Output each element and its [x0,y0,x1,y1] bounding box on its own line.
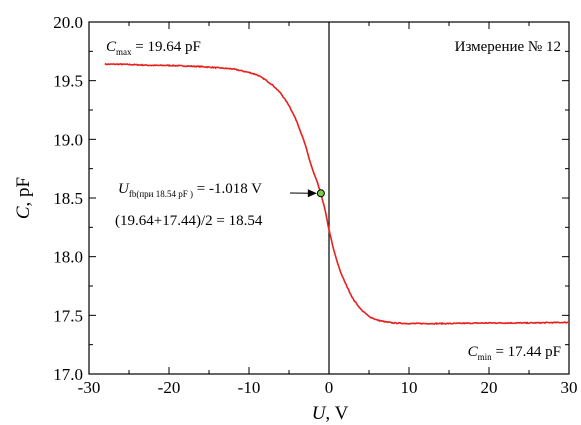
cv-curve-series [104,62,570,326]
ticks-layer: -30 -20 -10 0 10 20 30 17.0 17.5 18.0 18.5 19.0 19.5… [53,13,577,397]
x-tick-label: -10 [238,378,261,397]
x-tick-label: 0 [325,378,334,397]
x-axis-label: U, V [312,403,349,424]
y-axis-label: C, pF [13,177,34,219]
annotation-arrowhead [307,189,317,198]
ufb-annotation: Ufb(при 18.54 pF ) = -1.018 V [118,181,262,199]
y-tick-label: 20.0 [53,13,83,32]
y-tick-label: 19.5 [53,72,83,91]
x-tick-label: 10 [401,378,418,397]
half-capacitance-marker [316,189,325,198]
cmax-annotation: Cmax = 19.64 pF [106,39,201,57]
y-tick-label: 18.0 [53,248,83,267]
formula-annotation: (19.64+17.44)/2 = 18.54 [115,213,263,229]
x-tick-label: -30 [78,378,101,397]
cmin-annotation: Cmin = 17.44 pF [468,344,561,362]
y-tick-label: 17.0 [53,365,83,384]
y-tick-label: 19.0 [53,130,83,149]
x-tick-label: 30 [561,378,578,397]
y-tick-label: 18.5 [53,189,83,208]
labels-layer: U, V C, pF Cmax = 19.64 pF Измерение № 1… [13,39,561,424]
measurement-label: Измерение № 12 [455,39,561,55]
x-tick-label: 20 [481,378,498,397]
y-tick-label: 17.5 [53,306,83,325]
x-tick-label: -20 [158,378,181,397]
